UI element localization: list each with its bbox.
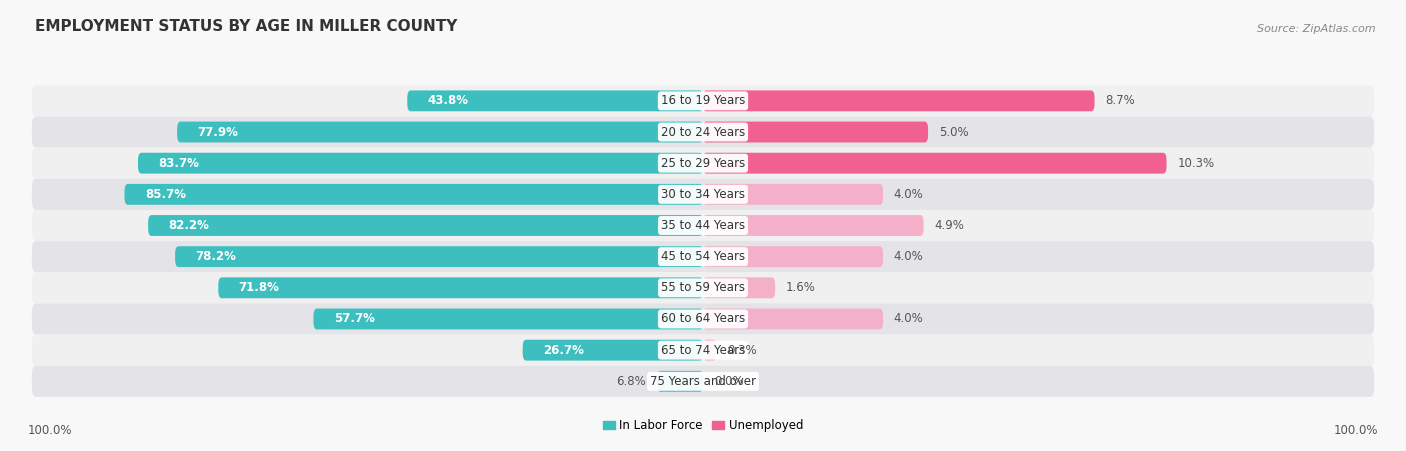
Text: 25 to 29 Years: 25 to 29 Years — [661, 156, 745, 170]
Text: 55 to 59 Years: 55 to 59 Years — [661, 281, 745, 295]
Text: 82.2%: 82.2% — [169, 219, 209, 232]
Text: 35 to 44 Years: 35 to 44 Years — [661, 219, 745, 232]
Text: 78.2%: 78.2% — [195, 250, 236, 263]
Text: 45 to 54 Years: 45 to 54 Years — [661, 250, 745, 263]
FancyBboxPatch shape — [32, 366, 1374, 397]
FancyBboxPatch shape — [32, 241, 1374, 272]
FancyBboxPatch shape — [177, 122, 703, 143]
Text: EMPLOYMENT STATUS BY AGE IN MILLER COUNTY: EMPLOYMENT STATUS BY AGE IN MILLER COUNT… — [35, 18, 457, 33]
Text: 8.7%: 8.7% — [1105, 94, 1135, 107]
FancyBboxPatch shape — [218, 277, 703, 298]
Text: 16 to 19 Years: 16 to 19 Years — [661, 94, 745, 107]
FancyBboxPatch shape — [32, 116, 1374, 147]
FancyBboxPatch shape — [148, 215, 703, 236]
Text: 75 Years and over: 75 Years and over — [650, 375, 756, 388]
Text: 30 to 34 Years: 30 to 34 Years — [661, 188, 745, 201]
Text: 20 to 24 Years: 20 to 24 Years — [661, 125, 745, 138]
Text: 4.0%: 4.0% — [894, 250, 924, 263]
FancyBboxPatch shape — [32, 304, 1374, 335]
FancyBboxPatch shape — [703, 122, 928, 143]
Text: 100.0%: 100.0% — [1333, 424, 1378, 437]
Text: 4.0%: 4.0% — [894, 188, 924, 201]
Text: 6.8%: 6.8% — [617, 375, 647, 388]
Text: 43.8%: 43.8% — [427, 94, 468, 107]
FancyBboxPatch shape — [32, 147, 1374, 179]
Text: 65 to 74 Years: 65 to 74 Years — [661, 344, 745, 357]
FancyBboxPatch shape — [176, 246, 703, 267]
FancyBboxPatch shape — [32, 85, 1374, 116]
FancyBboxPatch shape — [32, 272, 1374, 304]
Text: 10.3%: 10.3% — [1177, 156, 1215, 170]
FancyBboxPatch shape — [703, 184, 883, 205]
FancyBboxPatch shape — [657, 371, 703, 392]
Text: 57.7%: 57.7% — [333, 313, 375, 326]
FancyBboxPatch shape — [32, 210, 1374, 241]
FancyBboxPatch shape — [703, 90, 1094, 111]
FancyBboxPatch shape — [703, 277, 775, 298]
FancyBboxPatch shape — [408, 90, 703, 111]
Text: 1.6%: 1.6% — [786, 281, 815, 295]
Text: 60 to 64 Years: 60 to 64 Years — [661, 313, 745, 326]
FancyBboxPatch shape — [523, 340, 703, 361]
Text: 83.7%: 83.7% — [159, 156, 200, 170]
Text: Source: ZipAtlas.com: Source: ZipAtlas.com — [1257, 23, 1375, 33]
Text: 0.3%: 0.3% — [727, 344, 756, 357]
Text: 77.9%: 77.9% — [197, 125, 239, 138]
FancyBboxPatch shape — [703, 308, 883, 329]
FancyBboxPatch shape — [703, 215, 924, 236]
Text: 85.7%: 85.7% — [145, 188, 186, 201]
FancyBboxPatch shape — [703, 153, 1167, 174]
Text: 26.7%: 26.7% — [543, 344, 583, 357]
FancyBboxPatch shape — [138, 153, 703, 174]
FancyBboxPatch shape — [125, 184, 703, 205]
Text: 5.0%: 5.0% — [939, 125, 969, 138]
Text: 0.0%: 0.0% — [714, 375, 744, 388]
FancyBboxPatch shape — [703, 340, 717, 361]
FancyBboxPatch shape — [32, 335, 1374, 366]
FancyBboxPatch shape — [314, 308, 703, 329]
Text: 71.8%: 71.8% — [239, 281, 280, 295]
Text: 100.0%: 100.0% — [28, 424, 73, 437]
FancyBboxPatch shape — [703, 246, 883, 267]
Legend: In Labor Force, Unemployed: In Labor Force, Unemployed — [603, 419, 803, 432]
Text: 4.9%: 4.9% — [934, 219, 965, 232]
Text: 4.0%: 4.0% — [894, 313, 924, 326]
FancyBboxPatch shape — [32, 179, 1374, 210]
